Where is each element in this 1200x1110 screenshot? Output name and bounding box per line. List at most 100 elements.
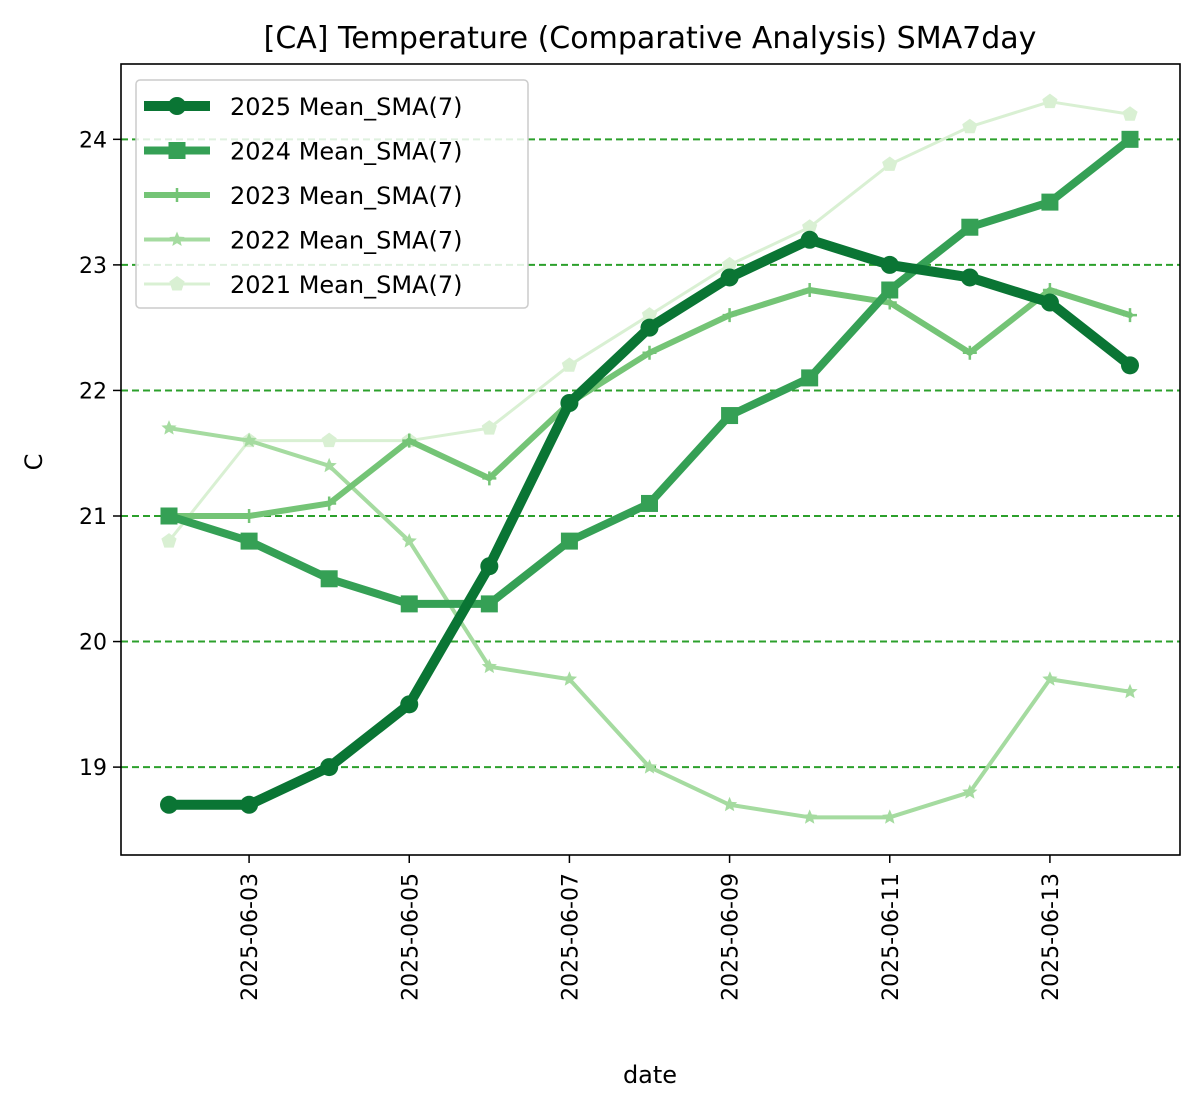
series-layer — [160, 93, 1139, 824]
data-point — [320, 570, 338, 588]
data-point — [242, 509, 257, 523]
data-point — [561, 357, 578, 372]
x-tick-label: 2025-06-07 — [558, 873, 583, 1001]
data-point — [481, 420, 497, 435]
series-2022 — [161, 420, 1138, 824]
data-point — [641, 494, 658, 512]
legend-item: 2021 Mean_SMA(7) — [144, 271, 462, 299]
x-tick-label: 2025-06-03 — [238, 873, 263, 1001]
legend-box — [135, 79, 529, 309]
series-line — [167, 426, 1132, 820]
data-point — [722, 308, 737, 323]
data-point — [240, 795, 259, 814]
data-point — [1041, 193, 1059, 211]
data-point — [960, 268, 979, 287]
data-point — [961, 218, 979, 236]
data-point — [400, 595, 418, 613]
legend-label: 2023 Mean_SMA(7) — [230, 182, 462, 210]
data-point — [721, 256, 738, 272]
data-point — [802, 219, 818, 234]
data-point — [1121, 356, 1139, 375]
data-point — [241, 432, 257, 448]
data-point — [160, 795, 178, 814]
data-point — [1042, 93, 1058, 109]
legend-item: 2024 Mean_SMA(7) — [144, 138, 462, 166]
data-point — [880, 255, 899, 274]
data-point — [1042, 671, 1058, 686]
x-tick-label: 2025-06-09 — [719, 873, 744, 1001]
x-tick-label: 2025-06-13 — [1039, 873, 1064, 1001]
legend-label: 2024 Mean_SMA(7) — [230, 138, 462, 166]
y-tick-label: 23 — [79, 254, 107, 279]
y-tick-label: 21 — [79, 505, 107, 530]
data-point — [560, 394, 579, 412]
axes-layer: 19 20 21 22 23 24 2025-06-03 2025-06-05 2025-06-… — [79, 63, 1181, 1001]
data-point — [641, 759, 658, 774]
data-point — [480, 557, 499, 576]
data-point — [721, 407, 739, 425]
data-point — [640, 318, 659, 337]
data-point — [800, 230, 819, 249]
data-point — [721, 796, 738, 812]
data-point — [160, 507, 178, 525]
data-point — [560, 532, 578, 550]
legend-item: 2023 Mean_SMA(7) — [144, 182, 462, 210]
legend-marker — [169, 231, 185, 246]
legend: 2025 Mean_SMA(7) 2024 Mean_SMA(7) 2023 Mea… — [135, 79, 529, 309]
data-point — [480, 595, 498, 613]
data-point — [240, 532, 258, 550]
data-point — [1121, 130, 1139, 148]
data-point — [321, 457, 337, 473]
y-tick-label: 22 — [79, 379, 107, 404]
data-point — [400, 695, 419, 714]
legend-label: 2022 Mean_SMA(7) — [230, 227, 462, 255]
data-point — [1122, 106, 1138, 121]
legend-item: 2022 Mean_SMA(7) — [144, 227, 462, 255]
data-point — [481, 658, 497, 674]
data-point — [881, 281, 899, 299]
legend-item: 2025 Mean_SMA(7) — [144, 93, 462, 121]
data-point — [801, 369, 819, 387]
data-point — [962, 784, 978, 799]
data-point — [720, 268, 739, 287]
data-point — [962, 345, 977, 360]
data-point — [882, 156, 898, 171]
legend-marker — [169, 276, 185, 291]
chart-title: [CA] Temperature (Comparative Analysis) … — [264, 21, 1037, 56]
plot-frame — [120, 63, 1181, 856]
y-axis-label: C — [20, 454, 48, 471]
data-point — [802, 809, 818, 824]
legend-label: 2021 Mean_SMA(7) — [230, 271, 462, 299]
legend-label: 2025 Mean_SMA(7) — [230, 93, 462, 121]
x-tick-label: 2025-06-05 — [398, 873, 423, 1001]
data-point — [1123, 308, 1137, 323]
x-tick-label: 2025-06-11 — [879, 873, 904, 1001]
data-point — [561, 671, 578, 686]
y-tick-label: 19 — [79, 756, 107, 781]
x-axis-label: date — [623, 1061, 677, 1089]
data-point — [641, 307, 658, 322]
data-point — [642, 345, 657, 360]
series-2024 — [160, 130, 1139, 613]
data-point — [962, 118, 978, 134]
y-tick-label: 20 — [79, 631, 107, 656]
legend-marker — [168, 97, 186, 115]
data-point — [402, 433, 417, 448]
data-point — [321, 432, 337, 448]
y-tick-label: 24 — [79, 128, 107, 153]
series-2025 — [160, 230, 1139, 814]
data-point — [882, 809, 898, 824]
data-point — [1122, 683, 1138, 699]
data-point — [1040, 293, 1059, 312]
data-point — [401, 533, 417, 548]
data-point — [802, 283, 817, 297]
data-point — [482, 471, 497, 486]
data-point — [322, 496, 337, 511]
data-point — [161, 420, 177, 435]
data-point — [161, 533, 177, 548]
legend-marker — [168, 142, 186, 159]
data-point — [320, 758, 339, 777]
legend-marker — [170, 188, 184, 202]
